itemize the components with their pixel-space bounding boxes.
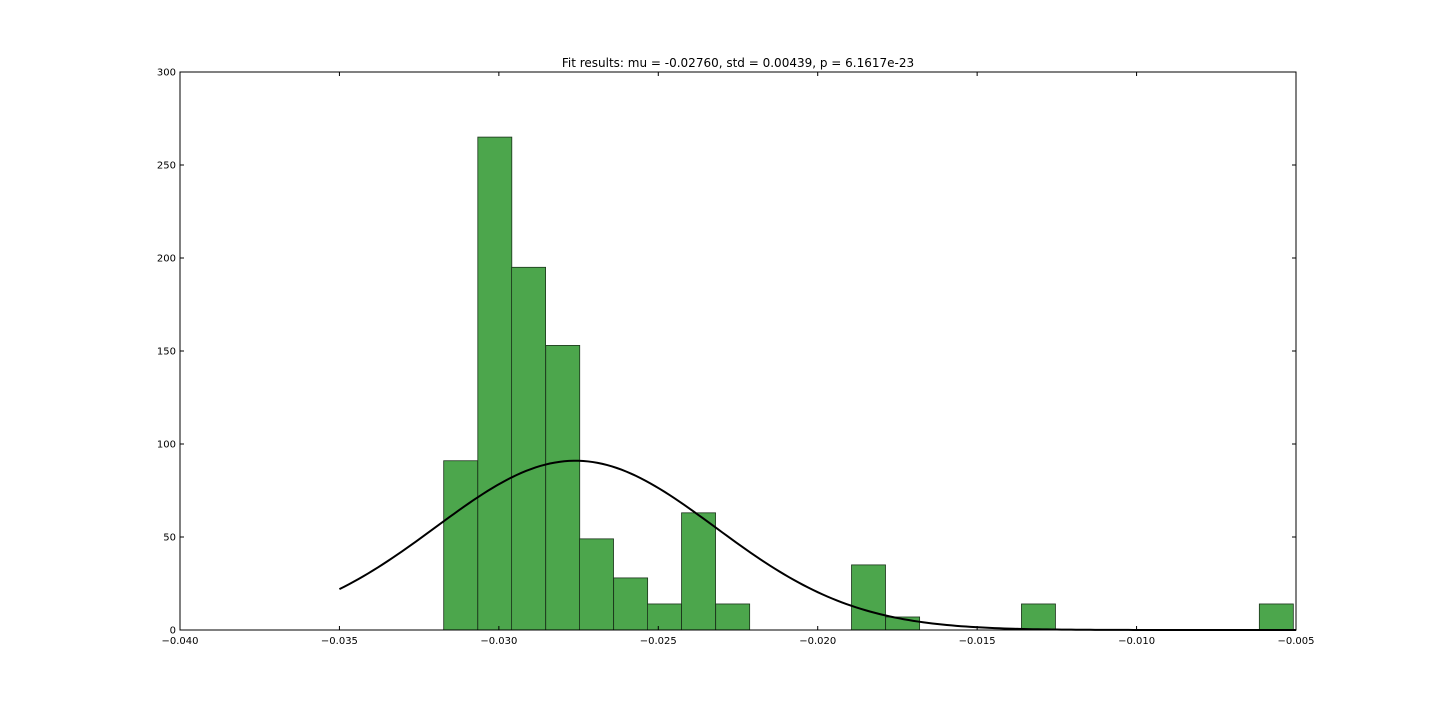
x-tick-label: −0.025	[640, 636, 677, 647]
y-tick-label: 50	[163, 533, 176, 544]
x-tick-label: −0.010	[1118, 636, 1155, 647]
histogram-bar	[545, 345, 581, 631]
chart-title: Fit results: mu = -0.02760, std = 0.0043…	[562, 56, 914, 70]
histogram-bar	[579, 538, 614, 631]
histogram-bar	[1021, 603, 1056, 631]
x-axis: −0.040 −0.035 −0.030 −0.025 −0.020 −0.015 −0.0…	[161, 72, 1315, 647]
histogram-bar	[851, 564, 886, 631]
histogram-bar	[681, 512, 716, 631]
histogram-bar	[443, 460, 479, 631]
histogram-bar	[715, 603, 751, 631]
y-tick-label: 200	[157, 254, 176, 265]
y-tick-label: 150	[157, 347, 176, 358]
histogram-bars	[443, 136, 1294, 631]
y-tick-label: 300	[157, 68, 176, 79]
plot-area	[180, 72, 1296, 630]
y-tick-label: 100	[157, 440, 176, 451]
x-tick-label: −0.030	[480, 636, 517, 647]
x-tick-label: −0.015	[959, 636, 996, 647]
histogram-bar	[477, 136, 513, 631]
histogram-bar	[511, 266, 547, 631]
x-tick-label: −0.005	[1277, 636, 1314, 647]
y-tick-label: 0	[170, 626, 176, 637]
x-tick-label: −0.040	[161, 636, 198, 647]
y-axis: 0 50 100 150 200 250 300	[157, 68, 1296, 637]
histogram-bar	[647, 603, 682, 631]
histogram-bar	[1258, 603, 1294, 631]
y-tick-label: 250	[157, 161, 176, 172]
x-tick-label: −0.020	[799, 636, 836, 647]
histogram-bar	[613, 577, 649, 631]
x-tick-label: −0.035	[321, 636, 358, 647]
